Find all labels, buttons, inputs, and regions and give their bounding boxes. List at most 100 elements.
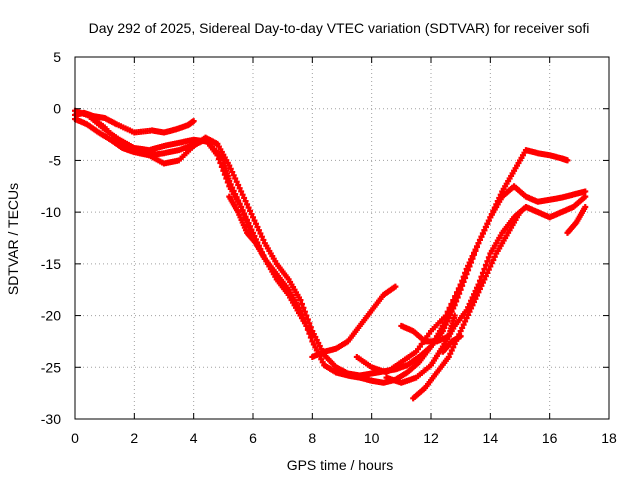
data-point (471, 298, 478, 305)
data-point (476, 286, 483, 293)
data-point (230, 172, 237, 179)
y-tick-label: -30 (41, 411, 61, 427)
x-tick-label: 8 (308, 430, 316, 446)
x-tick-label: 4 (190, 430, 198, 446)
data-point (478, 282, 485, 289)
data-point (482, 273, 489, 280)
data-point (455, 285, 462, 292)
data-point (481, 276, 488, 283)
data-point (457, 281, 464, 288)
data-point (485, 254, 492, 261)
series-track-8 (383, 193, 589, 386)
series-track-5 (226, 193, 268, 262)
data-point (582, 188, 589, 195)
x-tick-label: 0 (71, 430, 79, 446)
data-point (460, 321, 467, 328)
data-point (235, 197, 242, 204)
x-tick-label: 12 (423, 430, 439, 446)
data-point (460, 273, 467, 280)
plot-frame (74, 56, 610, 420)
series-track-10 (398, 312, 458, 345)
data-point (190, 118, 197, 125)
data-point (459, 324, 466, 331)
y-tick-label: 0 (53, 101, 61, 117)
data-point (471, 249, 478, 256)
data-point (229, 169, 236, 176)
data-points (72, 107, 589, 402)
data-point (444, 308, 451, 315)
data-point (450, 344, 457, 351)
data-point (239, 207, 246, 214)
data-point (478, 233, 485, 240)
x-tick-label: 18 (601, 430, 617, 446)
data-point (300, 304, 307, 311)
data-point (236, 200, 243, 207)
data-point (255, 227, 262, 234)
data-point (582, 193, 589, 200)
x-tick-label: 14 (483, 430, 499, 446)
data-point (439, 322, 446, 329)
data-point (441, 319, 448, 326)
data-point (465, 311, 472, 318)
data-point (463, 315, 470, 322)
data-point (244, 201, 251, 208)
data-point (479, 279, 486, 286)
data-point (481, 227, 488, 234)
data-point (484, 258, 491, 265)
data-point (301, 308, 308, 315)
data-point (447, 350, 454, 357)
data-point (297, 297, 304, 304)
data-point (468, 305, 475, 312)
data-point (459, 277, 466, 284)
data-point (484, 269, 491, 276)
y-tick-label: -10 (41, 204, 61, 220)
data-point (476, 236, 483, 243)
data-point (473, 243, 480, 250)
data-point (304, 316, 311, 323)
y-tick-label: -25 (41, 359, 61, 375)
x-tick-label: 16 (542, 430, 558, 446)
data-point (469, 253, 476, 260)
data-point (232, 175, 239, 182)
data-point (226, 178, 233, 185)
data-point (392, 283, 399, 290)
data-point (227, 165, 234, 172)
data-point (445, 353, 452, 360)
y-tick-label: -5 (49, 152, 62, 168)
data-point (457, 328, 464, 335)
data-point (448, 300, 455, 307)
data-point (242, 198, 249, 205)
data-point (247, 207, 254, 214)
series-track-6 (309, 283, 399, 360)
data-point (475, 289, 482, 296)
y-tick-label: -20 (41, 308, 61, 324)
series-track-12 (564, 203, 589, 236)
data-point (468, 256, 475, 263)
data-point (241, 194, 248, 201)
x-axis-label: GPS time / hours (287, 457, 394, 473)
data-point (453, 289, 460, 296)
series-track-9 (410, 209, 523, 402)
data-point (236, 185, 243, 192)
data-point (261, 255, 268, 262)
data-point (484, 220, 491, 227)
data-point (309, 333, 316, 340)
data-point (232, 191, 239, 198)
data-point (457, 333, 464, 340)
data-point (448, 347, 455, 354)
data-point (233, 178, 240, 185)
data-point (485, 266, 492, 273)
series-track-4 (86, 113, 316, 340)
data-point (442, 312, 449, 319)
data-point (250, 214, 256, 221)
data-point (482, 262, 489, 269)
data-point (254, 224, 261, 231)
data-point (485, 217, 492, 224)
data-point (446, 304, 453, 311)
y-tick-label: -15 (41, 256, 61, 272)
data-point (465, 262, 472, 269)
data-point (230, 187, 237, 194)
data-point (488, 260, 495, 267)
data-point (242, 215, 249, 222)
data-point (466, 259, 473, 266)
